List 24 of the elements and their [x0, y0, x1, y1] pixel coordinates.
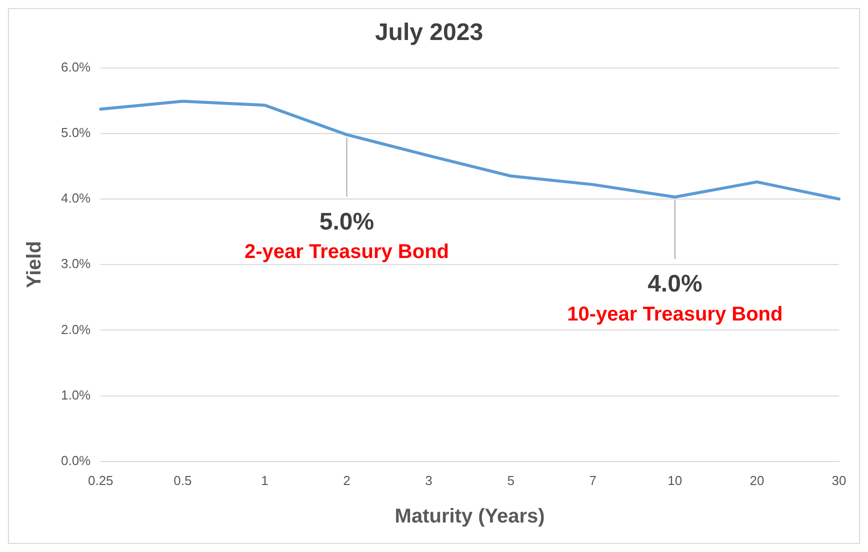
annotation: 2-year Treasury Bond — [244, 241, 450, 264]
y-tick-label: 0.0% — [60, 452, 92, 468]
x-tick-label: 20 — [750, 472, 764, 488]
x-tick-label: 0.5 — [174, 472, 192, 488]
x-tick-label: 0.25 — [88, 472, 114, 488]
y-tick-label: 6.0% — [60, 59, 92, 74]
x-tick-label: 7 — [589, 472, 596, 488]
y-tick-label: 2.0% — [60, 322, 92, 337]
y-tick-label: 3.0% — [60, 256, 92, 272]
annotation: 4.0% — [648, 270, 702, 298]
y-axis-title: Yield — [24, 241, 46, 288]
annotation: 10-year Treasury Bond — [567, 304, 783, 326]
annotation: 5.0% — [319, 208, 374, 236]
chart-title: July 2023 — [374, 19, 484, 46]
x-tick-label: 5 — [507, 472, 514, 488]
y-tick-label: 4.0% — [60, 190, 92, 206]
x-tick-label: 1 — [261, 472, 268, 488]
x-tick-label: 3 — [425, 472, 432, 488]
y-tick-label: 5.0% — [60, 124, 92, 140]
x-tick-label: 30 — [832, 472, 846, 488]
y-tick-label: 1.0% — [60, 387, 92, 402]
x-tick-label: 10 — [668, 472, 682, 488]
x-tick-label: 2 — [343, 472, 350, 488]
x-axis-title: Maturity (Years) — [394, 506, 545, 528]
